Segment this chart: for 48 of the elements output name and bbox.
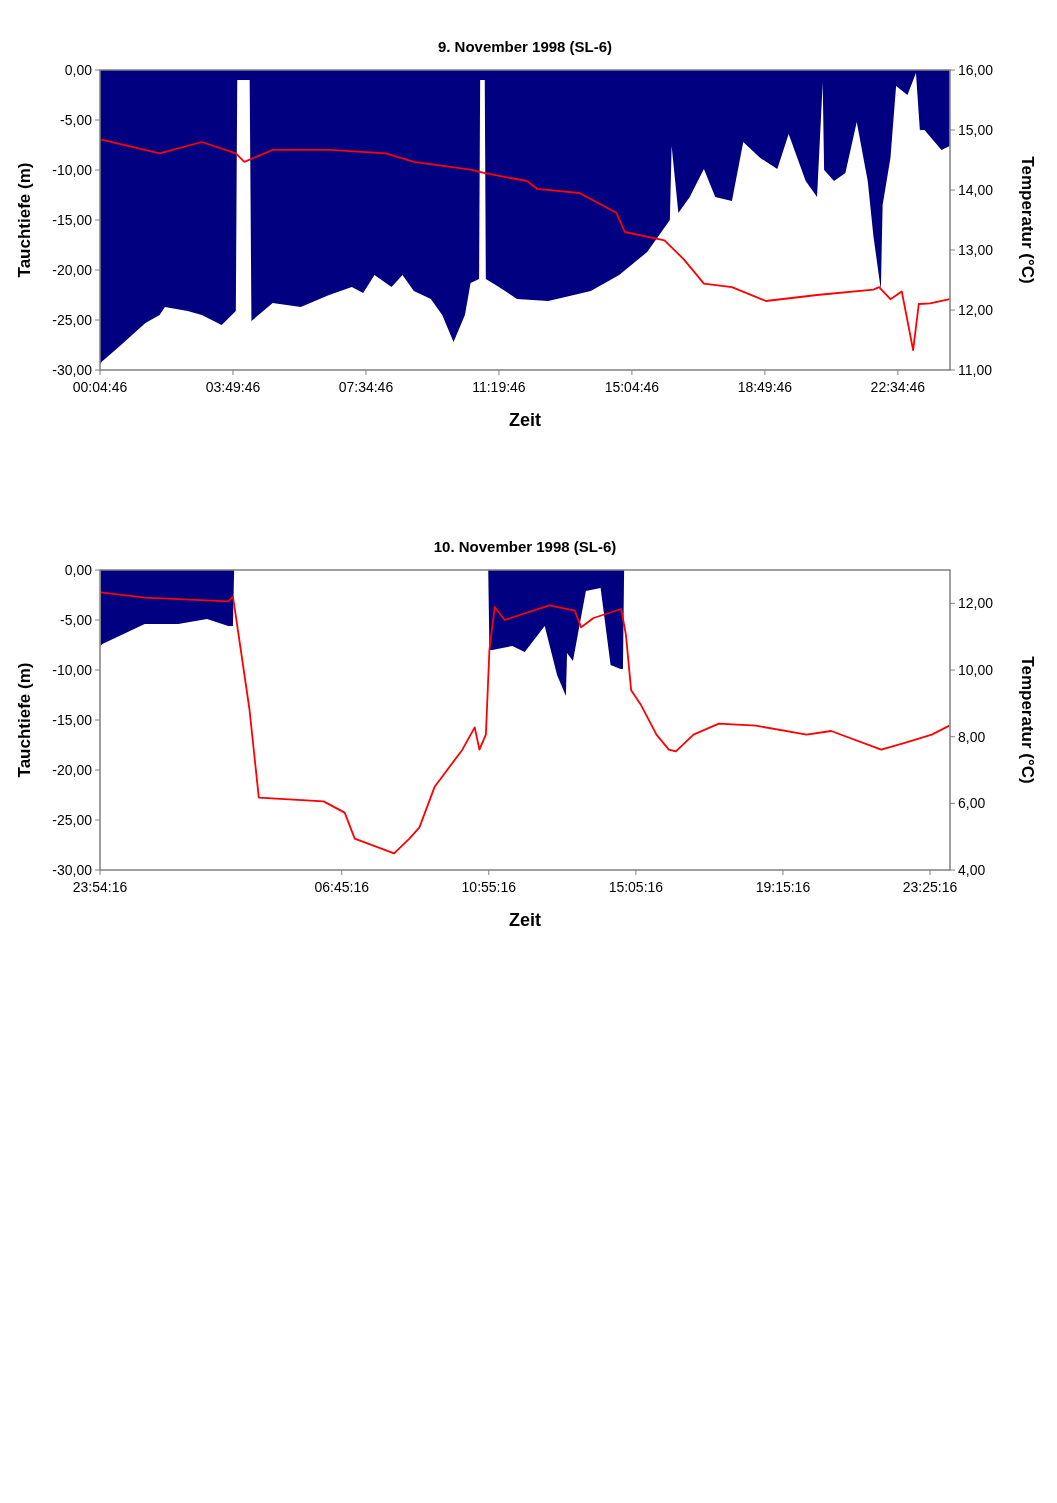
- y-tick-label: -5,00: [60, 112, 93, 128]
- y2-tick-label: 12,00: [958, 595, 994, 612]
- y2-axis-title: Temperatur (°C): [1018, 156, 1037, 284]
- y2-tick-label: 16,00: [958, 62, 994, 78]
- x-tick-label: 00:04:46: [72, 379, 128, 395]
- y2-tick-label: 13,00: [958, 242, 994, 258]
- y-tick-label: -25,00: [52, 312, 93, 328]
- y-tick-label: -15,00: [52, 712, 93, 728]
- x-tick-label: 10:55:16: [461, 879, 517, 895]
- x-tick-label: 22:34:46: [870, 379, 926, 395]
- x-tick-label: 15:04:46: [604, 379, 660, 395]
- x-tick-label: 23:54:16: [72, 879, 128, 895]
- x-tick-label: 06:45:16: [314, 879, 370, 895]
- x-tick-label: 03:49:46: [205, 379, 261, 395]
- y2-tick-label: 10,00: [958, 662, 994, 678]
- y2-tick-label: 11,00: [958, 362, 993, 378]
- y-tick-label: 0,00: [64, 62, 93, 78]
- y-tick-label: 0,00: [64, 562, 93, 578]
- x-tick-label: 11:19:46: [472, 379, 526, 395]
- y-tick-label: -5,00: [60, 612, 93, 628]
- chart-title: 10. November 1998 (SL-6): [433, 538, 617, 555]
- y-tick-label: -20,00: [52, 762, 93, 778]
- y-tick-label: -20,00: [52, 262, 93, 278]
- y-tick-label: -10,00: [52, 162, 93, 178]
- y-tick-label: -30,00: [52, 362, 93, 378]
- x-tick-label: 19:15:16: [755, 879, 811, 895]
- y-axis-title: Tauchtiefe (m): [15, 162, 34, 278]
- x-tick-label: 23:25:16: [902, 879, 958, 895]
- y-axis-title: Tauchtiefe (m): [15, 662, 34, 778]
- y-tick-label: -15,00: [52, 212, 93, 228]
- x-axis-title: Zeit: [508, 910, 542, 930]
- line-series: [100, 138, 951, 352]
- x-axis-title: Zeit: [508, 410, 542, 430]
- y2-tick-label: 12,00: [958, 302, 994, 318]
- y2-tick-label: 4,00: [958, 862, 986, 878]
- y-tick-label: -25,00: [52, 812, 93, 828]
- x-tick-label: 18:49:46: [737, 379, 793, 395]
- y-tick-label: -10,00: [52, 662, 93, 678]
- line-series: [99, 591, 951, 855]
- y2-tick-label: 15,00: [958, 122, 994, 138]
- x-tick-label: 07:34:46: [338, 379, 394, 395]
- chart-title: 9. November 1998 (SL-6): [437, 38, 613, 55]
- y2-axis-title: Temperatur (°C): [1018, 656, 1037, 784]
- y2-tick-label: 14,00: [958, 182, 994, 198]
- x-tick-label: 15:05:16: [608, 879, 664, 895]
- y-tick-label: -30,00: [52, 862, 93, 878]
- y2-tick-label: 6,00: [958, 795, 986, 812]
- y2-tick-label: 8,00: [958, 728, 986, 745]
